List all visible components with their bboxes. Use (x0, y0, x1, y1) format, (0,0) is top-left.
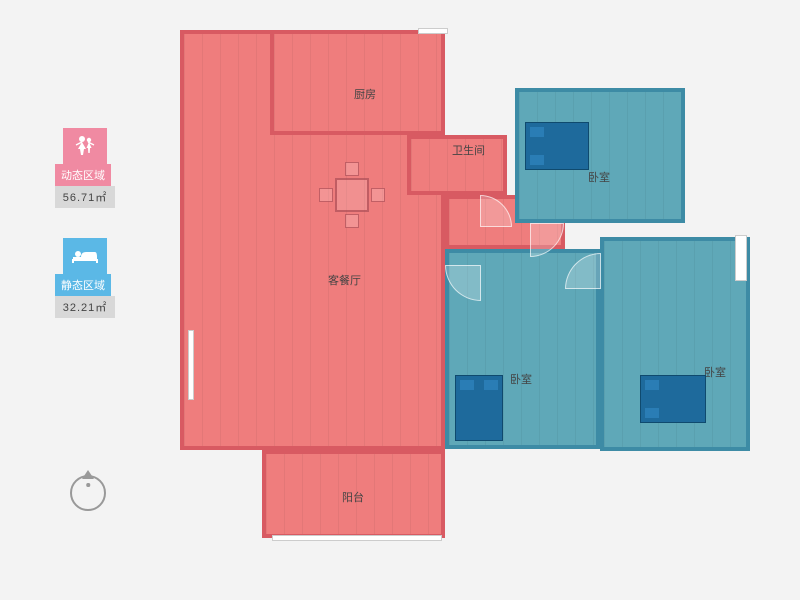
room-kitchen: 厨房 (270, 30, 445, 135)
room-label-bathroom: 卫生间 (452, 142, 485, 158)
bed-1 (525, 122, 589, 170)
room-label-bedroom3: 卧室 (704, 364, 726, 380)
room-label-living: 客餐厅 (328, 272, 361, 288)
legend-panel: 动态区域 56.71㎡ 静态区域 32.21㎡ (55, 128, 115, 348)
compass-icon (70, 475, 106, 511)
legend-dynamic-value: 56.71㎡ (55, 186, 115, 208)
bed-3 (640, 375, 706, 423)
legend-dynamic: 动态区域 56.71㎡ (55, 128, 115, 208)
dining-chair-4 (371, 188, 385, 202)
legend-static-value: 32.21㎡ (55, 296, 115, 318)
people-icon (63, 128, 107, 164)
dining-chair-3 (319, 188, 333, 202)
room-balcony: 阳台 (262, 450, 445, 538)
bed-2 (455, 375, 503, 441)
legend-static: 静态区域 32.21㎡ (55, 238, 115, 318)
room-label-bedroom1: 卧室 (588, 169, 610, 185)
dining-table (335, 178, 369, 212)
room-label-bedroom2: 卧室 (510, 371, 532, 387)
window-4 (418, 28, 448, 34)
window-2 (188, 330, 194, 400)
window-1 (272, 535, 442, 541)
window-3 (735, 235, 747, 281)
dining-chair-1 (345, 162, 359, 176)
room-label-balcony: 阳台 (342, 489, 364, 505)
legend-static-label: 静态区域 (55, 274, 111, 296)
legend-dynamic-label: 动态区域 (55, 164, 111, 186)
room-bathroom: 卫生间 (407, 135, 507, 195)
bed-icon (63, 238, 107, 274)
dining-chair-2 (345, 214, 359, 228)
room-label-kitchen: 厨房 (354, 86, 376, 102)
